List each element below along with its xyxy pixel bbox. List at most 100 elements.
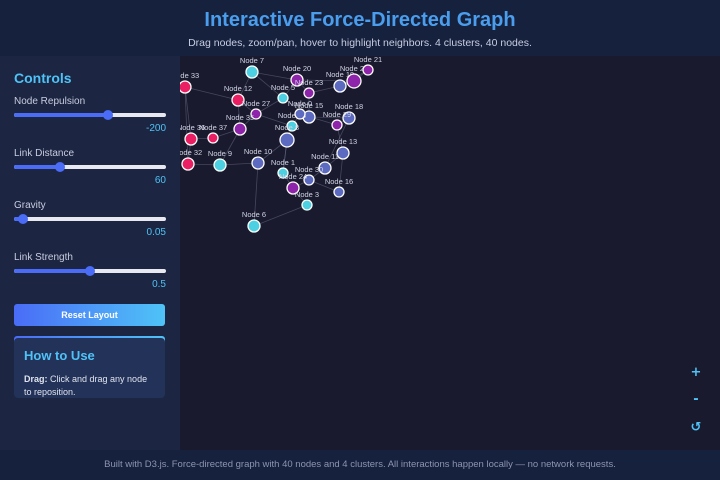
help-title: How to Use <box>24 348 95 363</box>
link <box>184 86 189 165</box>
controls-title: Controls <box>14 70 72 86</box>
node[interactable] <box>331 119 343 131</box>
node-label: Node 7 <box>240 56 264 65</box>
slider-value: -200 <box>145 123 166 134</box>
slider[interactable] <box>14 266 166 276</box>
node-label: Node 33 <box>180 71 199 80</box>
slider-label: Link Distance <box>14 148 75 159</box>
slider-fill <box>14 165 60 169</box>
node-label: Node 13 <box>329 137 357 146</box>
node[interactable] <box>277 167 289 179</box>
node-label: Node 11 <box>311 152 339 161</box>
link <box>308 116 350 119</box>
node-label: Node 6 <box>242 210 266 219</box>
node[interactable] <box>303 174 315 186</box>
node-label: Node 29 <box>323 110 351 119</box>
node[interactable] <box>333 79 347 93</box>
node[interactable] <box>245 65 259 79</box>
node[interactable] <box>362 64 374 76</box>
node[interactable] <box>318 161 332 175</box>
slider-knob[interactable] <box>54 162 65 172</box>
node-label: Node 0 <box>288 99 312 108</box>
node-label: Node 24 <box>279 172 307 181</box>
link <box>296 79 355 82</box>
subtitle: Drag nodes, zoom/pan, hover to highlight… <box>188 37 532 49</box>
node[interactable] <box>184 132 198 146</box>
link <box>251 71 298 81</box>
control-button[interactable]: Reset Layout <box>14 304 165 326</box>
node-label: Node 12 <box>224 84 252 93</box>
slider-label: Gravity <box>14 200 46 211</box>
zoom-in[interactable]: + <box>684 361 708 383</box>
node-label: Node 37 <box>199 123 227 132</box>
node[interactable] <box>247 219 261 233</box>
header: Interactive Force-Directed Graph Drag no… <box>0 0 720 56</box>
help-text: Click and drag any node to reposition. <box>24 374 148 397</box>
zoom-reset[interactable]: ↺ <box>684 416 708 438</box>
help-item: Drag: Click and drag any node to reposit… <box>24 373 155 398</box>
slider-fill <box>14 269 90 273</box>
node-label: Node 19 <box>326 70 354 79</box>
link <box>219 128 241 166</box>
node[interactable] <box>301 199 313 211</box>
node[interactable] <box>342 111 356 125</box>
link <box>184 86 239 101</box>
node[interactable] <box>286 120 298 132</box>
node[interactable] <box>286 181 300 195</box>
node[interactable] <box>303 87 315 99</box>
node[interactable] <box>346 73 362 89</box>
link <box>251 71 284 99</box>
node-label: Node 14 <box>278 111 306 120</box>
node-label: Node 32 <box>180 148 202 157</box>
slider-knob[interactable] <box>103 110 114 120</box>
link <box>253 204 308 227</box>
title: Interactive Force-Directed Graph <box>204 9 516 31</box>
slider-label: Node Repulsion <box>14 96 86 107</box>
node[interactable] <box>231 93 245 107</box>
node-label: Node 30 <box>295 165 323 174</box>
node-label: Node 27 <box>242 99 270 108</box>
node[interactable] <box>251 156 265 170</box>
slider-knob[interactable] <box>85 266 95 276</box>
node-label: Node 5 <box>271 83 295 92</box>
node[interactable] <box>294 108 306 120</box>
node[interactable] <box>207 132 219 144</box>
node-label: Node 35 <box>226 113 254 122</box>
node-label: Node 36 <box>180 123 205 132</box>
help-term: Drag: <box>24 374 48 384</box>
node-label: Node 1 <box>271 158 295 167</box>
node-label: Node 23 <box>295 78 323 87</box>
node-label: Node 15 <box>295 101 323 110</box>
node-label: Node 10 <box>244 147 272 156</box>
node[interactable] <box>336 146 350 160</box>
node[interactable] <box>180 80 192 94</box>
link <box>255 113 293 127</box>
node-label: Node 20 <box>283 64 311 73</box>
slider-knob[interactable] <box>18 214 29 224</box>
node[interactable] <box>250 108 262 120</box>
node-label: Node 9 <box>208 149 232 158</box>
slider[interactable] <box>14 110 166 120</box>
node[interactable] <box>290 73 304 87</box>
slider-label: Link Strength <box>14 252 73 263</box>
node[interactable] <box>279 132 295 148</box>
slider[interactable] <box>14 214 166 224</box>
slider[interactable] <box>14 162 166 172</box>
slider-value: 60 <box>154 175 166 186</box>
zoom-out[interactable]: - <box>684 388 708 410</box>
footer: Built with D3.js. Force-directed graph w… <box>0 450 720 480</box>
link <box>253 162 259 227</box>
help-box: How to Use Drag: Click and drag any node… <box>14 338 165 398</box>
link <box>324 117 350 169</box>
node-label: Node 26 <box>340 64 368 73</box>
slider-fill <box>14 113 109 117</box>
node[interactable] <box>233 122 247 136</box>
node[interactable] <box>333 186 345 198</box>
link <box>184 86 192 140</box>
node[interactable] <box>181 157 195 171</box>
node[interactable] <box>277 92 289 104</box>
node-label: Node 18 <box>335 102 363 111</box>
node[interactable] <box>213 158 227 172</box>
